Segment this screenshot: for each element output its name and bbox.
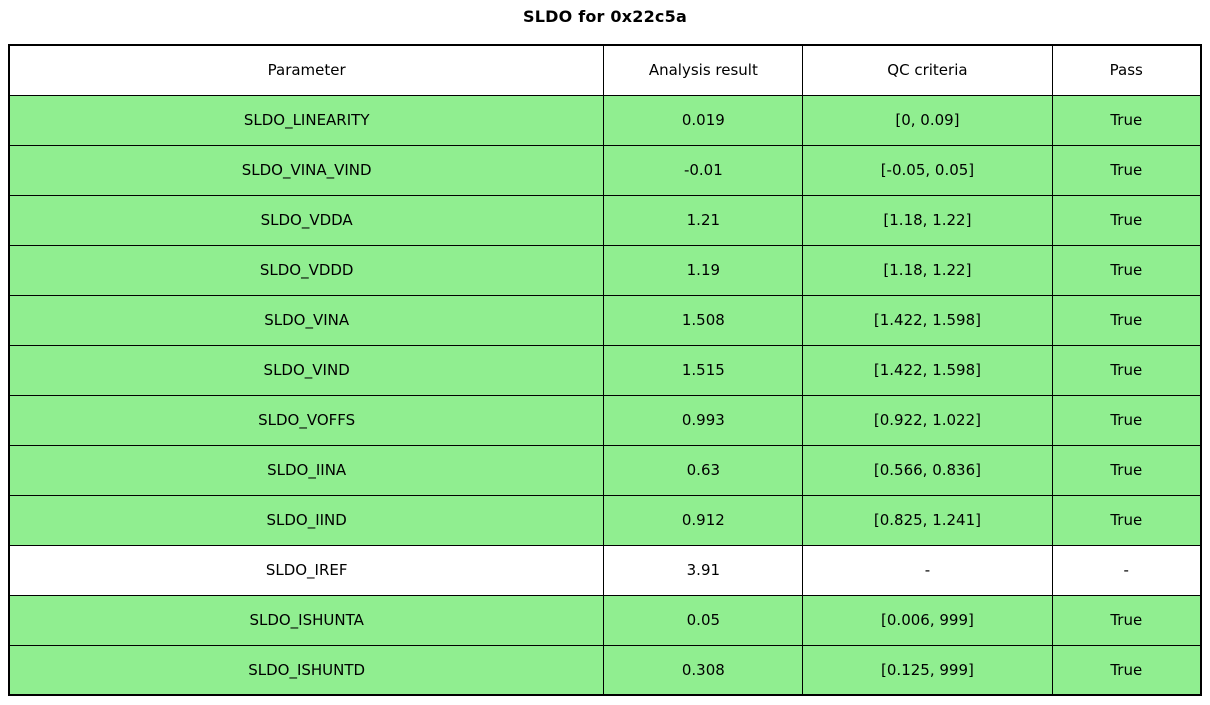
cell-parameter: SLDO_VINA_VIND [8, 144, 605, 196]
cell-parameter: SLDO_VDDD [8, 244, 605, 296]
cell-parameter: SLDO_VIND [8, 344, 605, 396]
cell-qc-criteria: [0, 0.09] [802, 94, 1053, 146]
cell-qc-criteria: [0.922, 1.022] [802, 394, 1053, 446]
table-row: SLDO_VINA_VIND -0.01 [-0.05, 0.05] True [8, 144, 1202, 196]
cell-analysis-result: 3.91 [603, 544, 804, 596]
cell-parameter: SLDO_VOFFS [8, 394, 605, 446]
cell-parameter: SLDO_LINEARITY [8, 94, 605, 146]
cell-pass: True [1051, 394, 1202, 446]
cell-pass: True [1051, 444, 1202, 496]
cell-pass: True [1051, 294, 1202, 346]
cell-qc-criteria: [0.006, 999] [802, 594, 1053, 646]
cell-qc-criteria: [-0.05, 0.05] [802, 144, 1053, 196]
cell-analysis-result: 0.63 [603, 444, 804, 496]
cell-parameter: SLDO_VDDA [8, 194, 605, 246]
cell-analysis-result: 0.993 [603, 394, 804, 446]
table-row: SLDO_LINEARITY 0.019 [0, 0.09] True [8, 94, 1202, 146]
table-row: SLDO_ISHUNTD 0.308 [0.125, 999] True [8, 644, 1202, 696]
cell-analysis-result: 0.05 [603, 594, 804, 646]
cell-analysis-result: 1.508 [603, 294, 804, 346]
cell-qc-criteria: [1.18, 1.22] [802, 244, 1053, 296]
table-row: SLDO_VDDA 1.21 [1.18, 1.22] True [8, 194, 1202, 246]
cell-pass: True [1051, 644, 1202, 696]
cell-parameter: SLDO_ISHUNTD [8, 644, 605, 696]
cell-analysis-result: 1.515 [603, 344, 804, 396]
cell-parameter: SLDO_ISHUNTA [8, 594, 605, 646]
cell-qc-criteria: [0.566, 0.836] [802, 444, 1053, 496]
cell-parameter: SLDO_VINA [8, 294, 605, 346]
table-row: SLDO_ISHUNTA 0.05 [0.006, 999] True [8, 594, 1202, 646]
cell-pass: True [1051, 594, 1202, 646]
cell-qc-criteria: [0.825, 1.241] [802, 494, 1053, 546]
cell-qc-criteria: [0.125, 999] [802, 644, 1053, 696]
cell-qc-criteria: [1.422, 1.598] [802, 344, 1053, 396]
col-header-qc-criteria: QC criteria [802, 44, 1053, 96]
table-row: SLDO_IIND 0.912 [0.825, 1.241] True [8, 494, 1202, 546]
table-row: SLDO_VDDD 1.19 [1.18, 1.22] True [8, 244, 1202, 296]
cell-qc-criteria: [1.422, 1.598] [802, 294, 1053, 346]
cell-qc-criteria: - [802, 544, 1053, 596]
cell-parameter: SLDO_IREF [8, 544, 605, 596]
table-row: SLDO_IINA 0.63 [0.566, 0.836] True [8, 444, 1202, 496]
cell-analysis-result: 0.308 [603, 644, 804, 696]
cell-pass: True [1051, 494, 1202, 546]
cell-analysis-result: 1.19 [603, 244, 804, 296]
cell-pass: True [1051, 344, 1202, 396]
table-row: SLDO_VOFFS 0.993 [0.922, 1.022] True [8, 394, 1202, 446]
table-row: SLDO_VINA 1.508 [1.422, 1.598] True [8, 294, 1202, 346]
col-header-parameter: Parameter [8, 44, 605, 96]
col-header-pass: Pass [1051, 44, 1202, 96]
cell-analysis-result: 0.019 [603, 94, 804, 146]
cell-analysis-result: 1.21 [603, 194, 804, 246]
cell-pass: - [1051, 544, 1202, 596]
cell-pass: True [1051, 144, 1202, 196]
table-row: SLDO_IREF 3.91- - [8, 544, 1202, 596]
page-title: SLDO for 0x22c5a [523, 7, 687, 26]
cell-qc-criteria: [1.18, 1.22] [802, 194, 1053, 246]
col-header-analysis-result: Analysis result [603, 44, 804, 96]
cell-parameter: SLDO_IINA [8, 444, 605, 496]
cell-pass: True [1051, 194, 1202, 246]
sldo-qc-table: Parameter Analysis result QC criteria Pa… [8, 44, 1202, 696]
cell-analysis-result: -0.01 [603, 144, 804, 196]
cell-pass: True [1051, 244, 1202, 296]
cell-pass: True [1051, 94, 1202, 146]
table-row: SLDO_VIND 1.515 [1.422, 1.598] True [8, 344, 1202, 396]
table-header-row: Parameter Analysis result QC criteria Pa… [8, 44, 1202, 96]
cell-parameter: SLDO_IIND [8, 494, 605, 546]
cell-analysis-result: 0.912 [603, 494, 804, 546]
